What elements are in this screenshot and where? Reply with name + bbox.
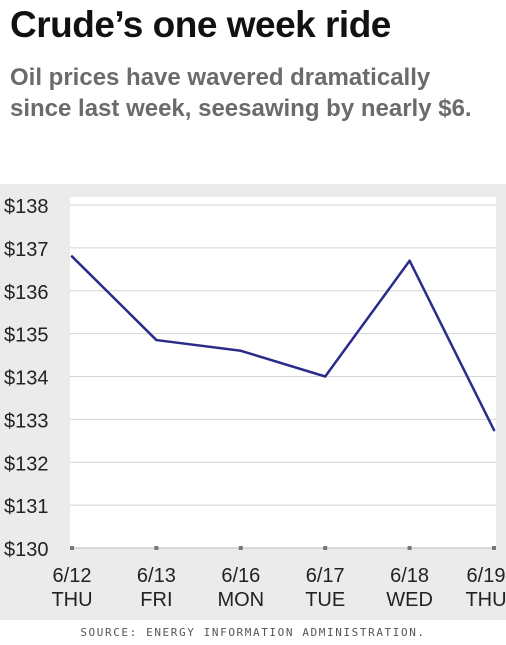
x-tick-mark	[238, 546, 243, 550]
data-point	[408, 259, 411, 262]
y-tick-label: $138	[4, 196, 49, 218]
x-tick-mark	[154, 546, 159, 550]
y-tick-label: $132	[4, 453, 49, 475]
x-tick-day-label: THU	[51, 589, 92, 611]
x-tick-day-label: FRI	[140, 589, 172, 611]
y-tick-label: $134	[4, 368, 49, 390]
y-tick-label: $137	[4, 239, 49, 261]
x-tick-day-label: THU	[465, 589, 506, 611]
x-tick-mark	[70, 546, 74, 550]
x-tick-label: 6/18	[390, 565, 429, 587]
source-note: SOURCE: ENERGY INFORMATION ADMINISTRATIO…	[80, 626, 426, 639]
plot-area	[70, 197, 496, 548]
x-tick-day-label: WED	[386, 589, 433, 611]
chart-subtitle: Oil prices have wavered dramatically sin…	[10, 64, 472, 122]
x-tick-label: 6/16	[221, 565, 260, 587]
x-tick-mark	[323, 546, 328, 550]
data-point	[492, 428, 496, 432]
data-point	[70, 255, 74, 258]
x-tick-mark	[407, 546, 412, 550]
x-tick-label: 6/12	[53, 565, 92, 587]
y-tick-label: $130	[4, 539, 49, 561]
x-tick-label: 6/19	[467, 565, 506, 587]
x-tick-mark	[492, 546, 496, 550]
y-tick-label: $131	[4, 496, 49, 518]
data-point	[239, 349, 242, 352]
x-tick-label: 6/17	[306, 565, 345, 587]
data-point	[155, 338, 158, 342]
x-tick-label: 6/13	[137, 565, 176, 587]
data-point	[324, 375, 327, 378]
series-line	[70, 255, 496, 432]
y-tick-label: $136	[4, 282, 49, 304]
x-tick-day-label: MON	[217, 589, 264, 611]
y-tick-label: $135	[4, 325, 49, 347]
y-tick-label: $133	[4, 410, 49, 432]
x-tick-day-label: TUE	[305, 589, 345, 611]
chart-title: Crude’s one week ride	[10, 4, 391, 45]
